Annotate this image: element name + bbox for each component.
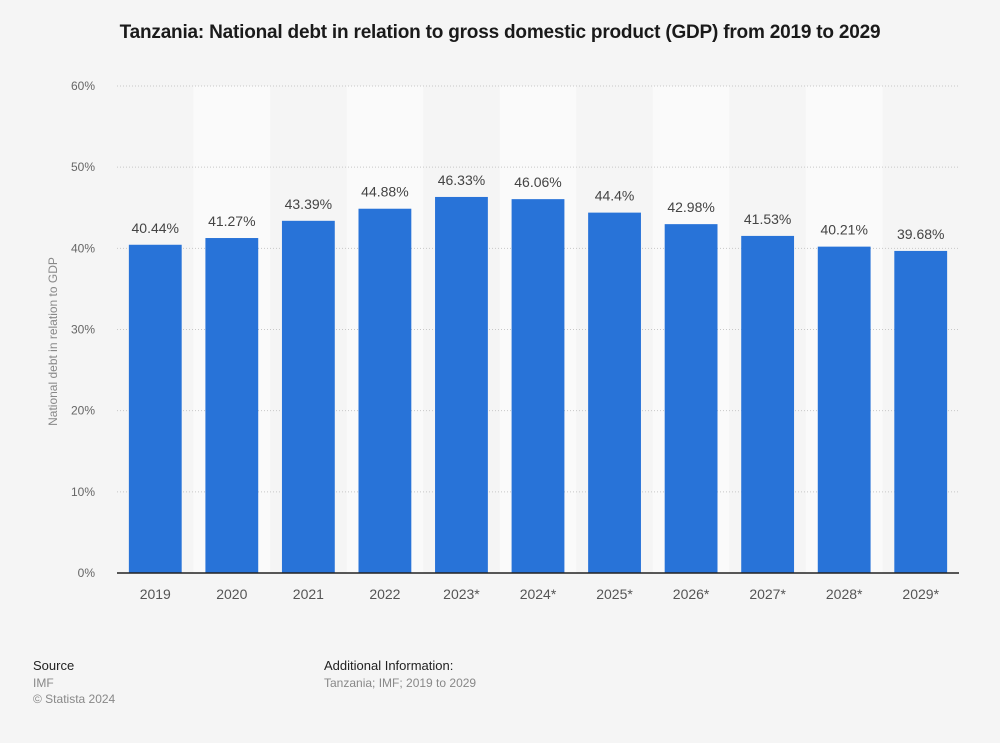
x-tick-label: 2028* <box>826 586 863 602</box>
data-label: 41.53% <box>744 211 791 227</box>
x-tick-label: 2021 <box>293 586 324 602</box>
bar <box>817 246 871 573</box>
x-tick-label: 2020 <box>216 586 247 602</box>
bar <box>358 208 412 573</box>
additional-info-value: Tanzania; IMF; 2019 to 2029 <box>324 676 477 690</box>
copyright[interactable]: © Statista 2024 <box>33 692 116 706</box>
data-label: 39.68% <box>897 226 944 242</box>
data-label: 46.06% <box>514 174 561 190</box>
source-heading: Source <box>33 658 75 673</box>
bar <box>588 212 641 573</box>
y-axis-ticks: 0% 10% 20% 30% 40% 50% 60% <box>71 79 95 580</box>
y-tick-label: 50% <box>71 160 95 174</box>
data-label: 44.88% <box>361 184 408 200</box>
bar <box>128 244 182 573</box>
data-label: 40.44% <box>132 220 179 236</box>
x-tick-label: 2023* <box>443 586 480 602</box>
x-tick-label: 2024* <box>520 586 557 602</box>
data-label: 41.27% <box>208 213 255 229</box>
bar <box>205 238 259 574</box>
data-label: 46.33% <box>438 172 485 188</box>
y-axis-label: National debt in relation to GDP <box>46 257 60 426</box>
bar <box>435 196 488 573</box>
x-tick-label: 2029* <box>902 586 939 602</box>
x-tick-label: 2019 <box>140 586 171 602</box>
bars <box>128 196 948 574</box>
bar <box>664 224 718 573</box>
additional-info-heading: Additional Information: <box>324 658 454 673</box>
source-value: IMF <box>33 676 54 690</box>
bar-chart: 0%10%20%30%40%50%60% 40.44% 41.27%43.39%4… <box>46 79 959 602</box>
bar <box>281 220 335 573</box>
y-tick-label: 30% <box>71 323 95 337</box>
y-tick-label: 0% <box>78 566 96 580</box>
data-label: 44.4% <box>595 188 635 204</box>
x-tick-label: 2022 <box>369 586 400 602</box>
x-tick-label: 2026* <box>673 586 710 602</box>
bar <box>894 250 948 573</box>
data-labels: 40.44% 41.27% 43.39% 44.88% 46.33% 46.06% 44.4… <box>132 172 945 242</box>
x-tick-label: 2027* <box>749 586 786 602</box>
y-tick-label: 60% <box>71 79 95 93</box>
data-label: 40.21% <box>820 222 867 238</box>
data-label: 42.98% <box>667 199 714 215</box>
data-label: 43.39% <box>285 196 332 212</box>
chart-title: Tanzania: National debt in relation to g… <box>119 22 881 43</box>
x-tick-label: 2025* <box>596 586 633 602</box>
x-axis-ticks: 2019 2020 2021 2022 2023* 2024* 2025* 2026* 2027… <box>140 586 940 602</box>
y-tick-label: 10% <box>71 485 95 499</box>
y-tick-label: 20% <box>71 404 95 418</box>
bar <box>741 235 795 573</box>
y-tick-label: 40% <box>71 241 95 255</box>
bar <box>511 199 565 573</box>
